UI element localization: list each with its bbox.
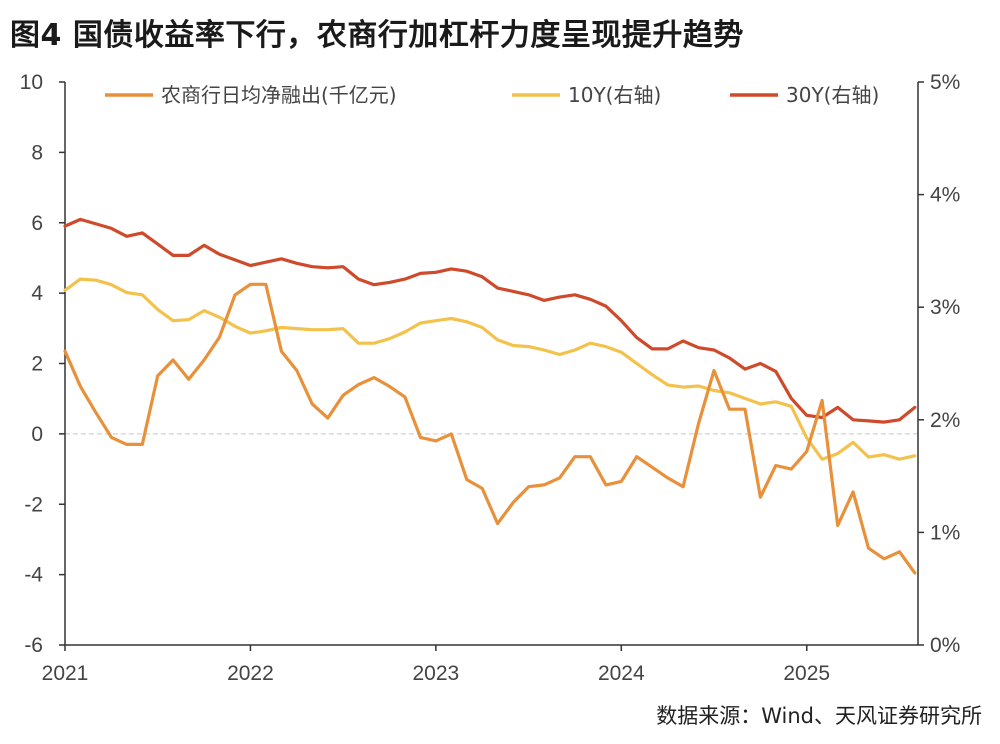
legend: 农商行日均净融出(千亿元) 10Y(右轴) 30Y(右轴) — [105, 83, 879, 107]
series-layer — [63, 217, 917, 575]
left-tick-label: 0 — [31, 423, 43, 446]
left-tick-label: -2 — [24, 493, 43, 516]
right-tick-label: 1% — [930, 521, 960, 544]
data-source-note: 数据来源：Wind、天风证券研究所 — [656, 704, 982, 728]
axes: -6 -4 -2 0 2 4 6 8 10 0% 1% 2% 3% 4% 5% 2021 2022 2023 202… — [20, 71, 961, 685]
right-tick-label: 2% — [930, 409, 960, 432]
legend-item-10y-label: 10Y(右轴) — [568, 83, 661, 107]
x-tick-label: 2022 — [227, 662, 274, 685]
right-tick-label: 0% — [930, 634, 960, 657]
left-tick-label: 2 — [31, 353, 43, 376]
left-tick-label: -4 — [24, 564, 43, 587]
page-title: 图4 国债收益率下行，农商行加杠杆力度呈现提升趋势 — [10, 18, 744, 53]
yield-10y-line — [63, 277, 917, 461]
yield-30y-line — [63, 217, 917, 424]
right-tick-label: 3% — [930, 296, 960, 319]
legend-item-30y-label: 30Y(右轴) — [786, 83, 879, 107]
x-tick-label: 2023 — [413, 662, 460, 685]
right-tick-label: 5% — [930, 71, 960, 94]
net-financing-line — [63, 282, 917, 575]
x-tick-label: 2024 — [598, 662, 645, 685]
legend-item-net-financing-label: 农商行日均净融出(千亿元) — [161, 83, 397, 107]
left-tick-label: 6 — [31, 212, 43, 235]
left-tick-label: 10 — [20, 71, 43, 94]
left-tick-label: -6 — [24, 634, 43, 657]
x-tick-label: 2025 — [783, 662, 830, 685]
x-tick-label: 2021 — [42, 662, 89, 685]
left-tick-label: 4 — [31, 282, 43, 305]
right-tick-label: 4% — [930, 184, 960, 207]
left-tick-label: 8 — [31, 141, 43, 164]
